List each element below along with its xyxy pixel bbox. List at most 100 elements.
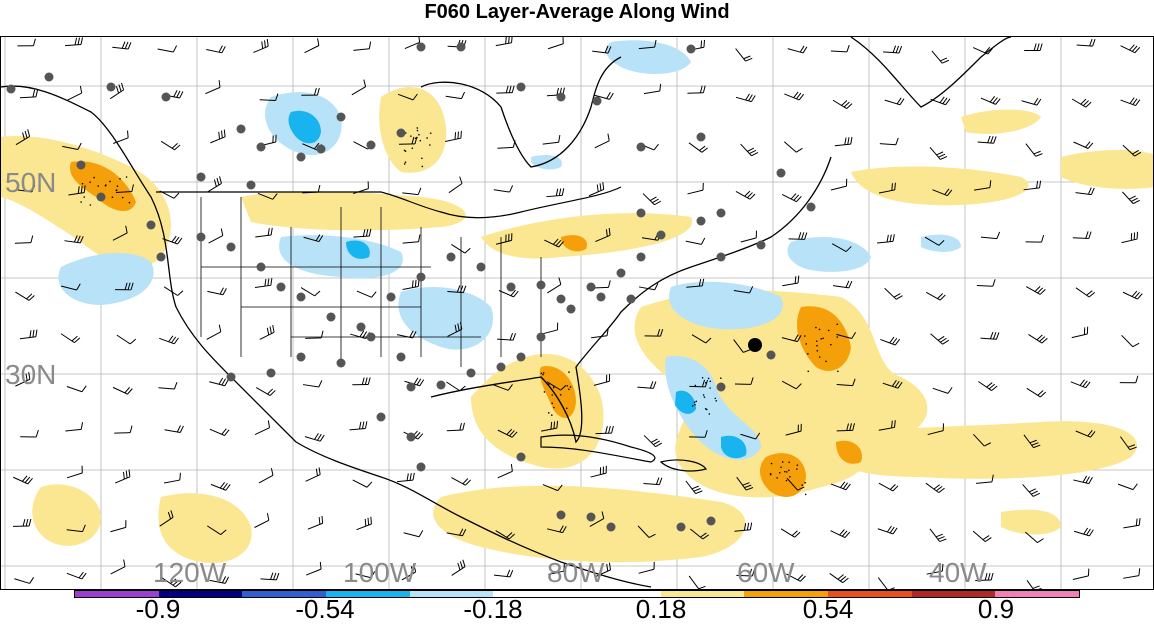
stipple-dot xyxy=(836,336,838,338)
wind-barb xyxy=(784,136,802,153)
wind-barb xyxy=(256,382,275,397)
wind-barb xyxy=(686,234,705,244)
wind-barb xyxy=(592,374,611,385)
wind-barb xyxy=(1077,38,1095,46)
station-marker xyxy=(517,453,526,462)
colorbar-tick-label: 0.54 xyxy=(803,594,854,625)
station-marker xyxy=(457,43,466,52)
stipple-dot xyxy=(789,476,791,478)
wind-barb xyxy=(643,476,661,484)
wind-barb xyxy=(1122,330,1140,348)
stipple-dot xyxy=(551,414,553,416)
stipple-dot xyxy=(782,461,784,463)
stipple-dot xyxy=(822,338,824,340)
wind-barb xyxy=(540,323,559,334)
wind-barb xyxy=(305,430,324,442)
negative-anomaly-region xyxy=(398,287,493,350)
station-marker xyxy=(697,133,706,142)
stipple-dot xyxy=(416,127,418,129)
wind-barb xyxy=(833,94,852,109)
stipple-dot xyxy=(122,197,124,199)
wind-barb xyxy=(497,140,515,148)
station-marker xyxy=(717,253,726,262)
stipple-dot xyxy=(786,480,788,482)
station-marker xyxy=(367,141,376,150)
wind-barb xyxy=(981,230,1000,239)
stipple-dot xyxy=(420,140,422,142)
wind-barb xyxy=(546,188,565,196)
station-marker xyxy=(557,93,566,102)
stipple-dot xyxy=(815,327,817,329)
wind-barb xyxy=(17,39,35,46)
wind-barb xyxy=(208,130,227,143)
longitude-label-120w: 120W xyxy=(153,557,226,589)
negative-anomaly-region xyxy=(787,237,871,272)
wind-barb xyxy=(444,131,463,142)
wind-barb xyxy=(65,37,83,45)
station-marker xyxy=(657,231,666,240)
wind-barb xyxy=(781,276,800,286)
wind-barb xyxy=(978,376,997,392)
stipple-dot xyxy=(90,204,92,206)
stipple-dot xyxy=(566,408,568,410)
wind-barb xyxy=(401,279,420,289)
stipple-dot xyxy=(817,350,819,352)
wind-barb xyxy=(158,42,177,52)
stipple-dot xyxy=(422,166,424,168)
wind-barb xyxy=(885,93,904,105)
stipple-dot xyxy=(779,472,781,474)
stipple-dot xyxy=(836,323,838,325)
wind-barb xyxy=(592,134,611,148)
wind-barb xyxy=(883,45,901,53)
wind-barb xyxy=(788,42,807,54)
wind-barb xyxy=(879,477,898,492)
wind-barb xyxy=(977,279,995,287)
wind-barb xyxy=(203,325,222,340)
stipple-dot xyxy=(694,401,696,403)
stipple-dot xyxy=(89,181,91,183)
wind-barb xyxy=(61,328,80,344)
station-marker xyxy=(557,511,566,520)
station-marker xyxy=(147,221,156,230)
wind-barb xyxy=(353,474,372,488)
station-marker xyxy=(387,293,396,302)
stipple-dot xyxy=(776,477,778,479)
wind-barb xyxy=(741,139,758,157)
station-marker xyxy=(777,169,786,178)
positive-anomaly-region xyxy=(851,167,1029,206)
stipple-dot xyxy=(702,377,704,379)
station-marker xyxy=(447,253,456,262)
stipple-dot xyxy=(704,396,706,398)
stipple-dot xyxy=(541,373,543,375)
wind-barb xyxy=(686,183,705,194)
wind-barb xyxy=(639,280,658,290)
wind-barb xyxy=(252,420,271,434)
station-marker xyxy=(417,43,426,52)
positive-anomaly-region xyxy=(961,110,1041,134)
positive-anomaly-region xyxy=(1001,510,1061,535)
stipple-dot xyxy=(828,330,830,332)
longitude-label-100w: 100W xyxy=(343,557,416,589)
wind-barb xyxy=(1120,376,1138,383)
station-marker xyxy=(77,161,86,170)
stipple-dot xyxy=(544,391,546,393)
map-canvas xyxy=(1,37,1154,590)
station-marker xyxy=(227,243,236,252)
stipple-dot xyxy=(715,400,717,402)
stipple-dot xyxy=(93,177,95,179)
station-marker xyxy=(317,145,326,154)
stipple-dot xyxy=(720,377,722,379)
wind-barb xyxy=(164,281,183,297)
wind-barb xyxy=(1120,232,1139,243)
wind-barb xyxy=(205,228,224,243)
wind-barb xyxy=(782,188,801,202)
positive-anomaly-region xyxy=(32,484,101,545)
stipple-dot xyxy=(405,150,407,152)
wind-barb xyxy=(65,422,84,431)
station-marker xyxy=(637,209,646,218)
stipple-dot xyxy=(109,181,111,183)
stipple-dot xyxy=(126,176,128,178)
colorbar-tick-label: -0.9 xyxy=(136,594,181,625)
wind-barb xyxy=(402,235,421,244)
station-marker xyxy=(767,351,776,360)
